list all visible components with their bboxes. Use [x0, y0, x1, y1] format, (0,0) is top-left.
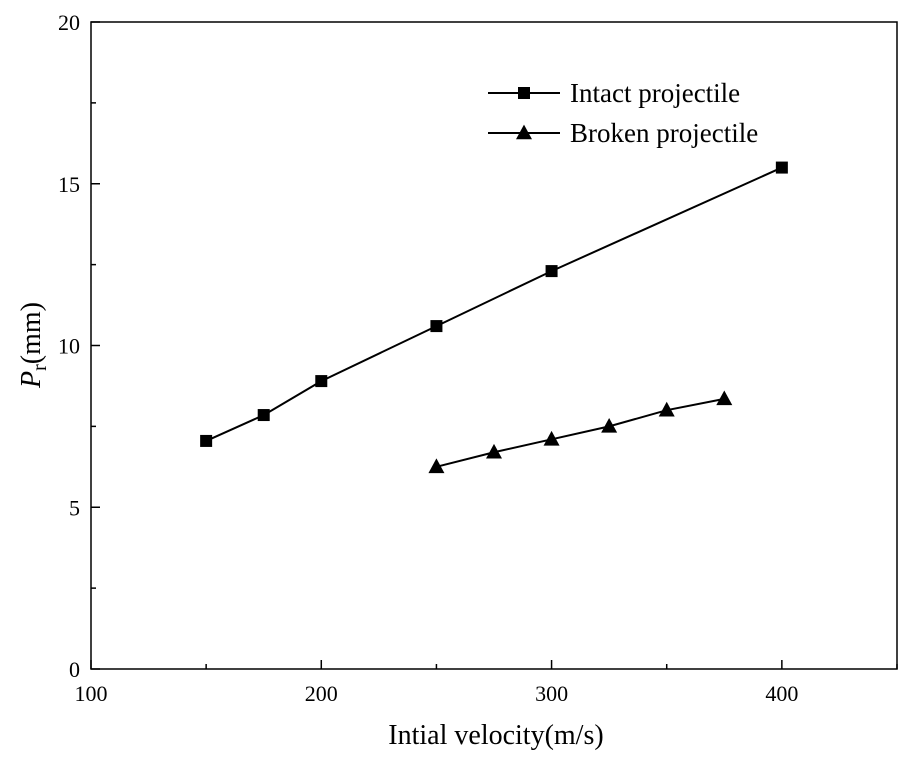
plot-border: [90, 21, 898, 670]
y-axis-label-suffix: (mm): [16, 302, 47, 364]
y-tick-label: 0: [69, 657, 80, 682]
y-axis-label-main: P: [16, 371, 47, 389]
series-lines: [205, 166, 783, 468]
y-axis-label: Pr(mm): [16, 302, 51, 389]
data-point-square: [257, 409, 270, 422]
axis-ticks: 100 200 300 400 0 5 10 15 20: [58, 10, 898, 706]
y-tick-label: 20: [58, 10, 80, 35]
x-tick-label: 100: [75, 681, 108, 706]
legend-label: Intact projectile: [570, 78, 740, 108]
data-point-triangle: [428, 458, 445, 474]
x-axis-label: Intial velocity(m/s): [388, 720, 603, 751]
y-tick-label: 15: [58, 172, 80, 197]
data-point-triangle: [543, 430, 560, 446]
x-tick-label: 300: [535, 681, 568, 706]
data-point-square: [200, 434, 213, 447]
series-line-2: [436, 397, 725, 468]
data-point-triangle: [658, 401, 675, 417]
series-markers: [200, 161, 788, 474]
series-line-1: [205, 166, 783, 442]
legend: Intact projectile Broken projectile: [488, 78, 758, 148]
x-tick-label: 400: [765, 681, 798, 706]
data-point-triangle: [486, 443, 502, 459]
data-point-triangle: [601, 417, 618, 433]
legend-marker-square: [518, 87, 530, 99]
y-tick-label: 5: [69, 495, 80, 520]
data-point-triangle: [716, 390, 733, 406]
x-tick-label: 200: [305, 681, 338, 706]
data-point-square: [430, 320, 443, 333]
y-tick-label: 10: [58, 334, 80, 359]
y-axis-label-subscript: r: [29, 364, 51, 371]
data-point-square: [545, 265, 558, 278]
legend-label: Broken projectile: [570, 118, 758, 148]
data-point-square: [775, 161, 788, 174]
data-point-square: [315, 375, 328, 388]
plot-frame: [90, 21, 898, 670]
legend-marker-triangle: [516, 124, 532, 140]
